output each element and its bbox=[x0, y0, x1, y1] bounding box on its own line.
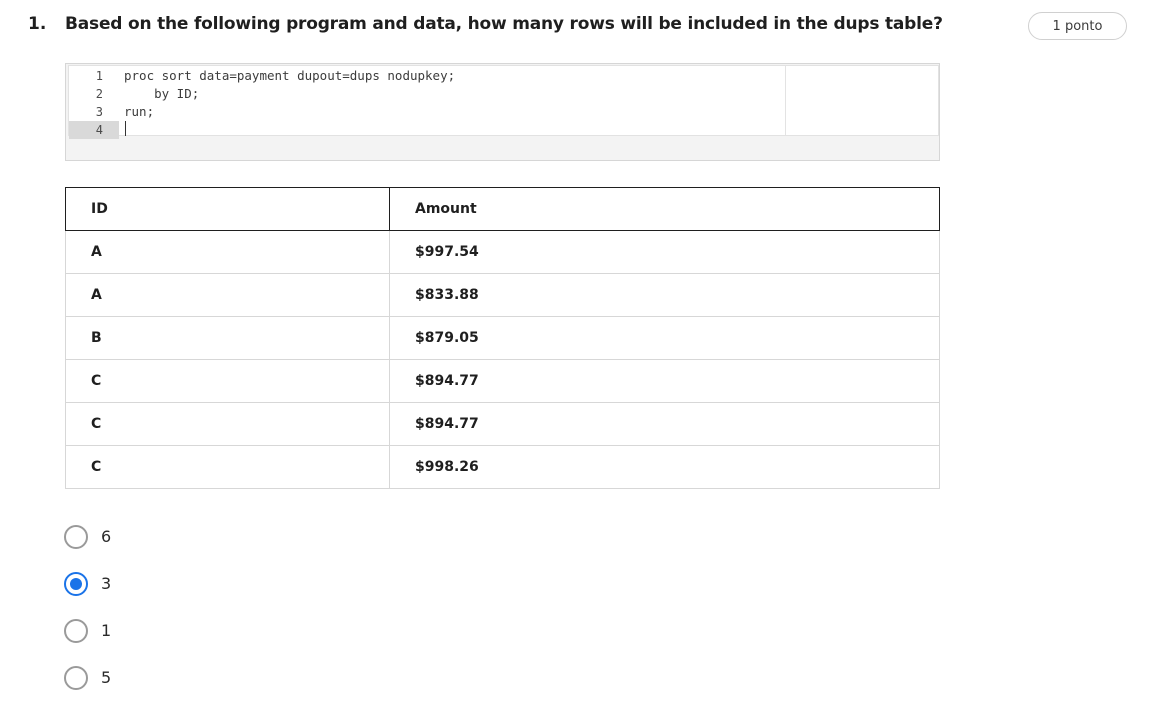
column-header-id: ID bbox=[65, 187, 390, 231]
answer-option-3[interactable]: 3 bbox=[64, 560, 111, 607]
table-row: C $998.26 bbox=[65, 445, 940, 489]
table-row: A $997.54 bbox=[65, 230, 940, 274]
cell-amount: $998.26 bbox=[389, 445, 940, 489]
cell-amount: $997.54 bbox=[389, 230, 940, 274]
data-table: ID Amount A $997.54 A $833.88 B $879.05 … bbox=[65, 187, 940, 489]
option-label: 5 bbox=[101, 668, 112, 687]
table-row: A $833.88 bbox=[65, 273, 940, 317]
cell-id: A bbox=[65, 273, 390, 317]
radio-button[interactable] bbox=[64, 665, 88, 690]
code-line: proc sort data=payment dupout=dups nodup… bbox=[124, 68, 456, 83]
option-label: 1 bbox=[101, 621, 112, 640]
answer-option-6[interactable]: 6 bbox=[64, 513, 111, 560]
line-number-gutter: 1 2 3 4 bbox=[69, 67, 119, 139]
cell-id: C bbox=[65, 402, 390, 446]
code-line bbox=[124, 121, 778, 139]
code-line: by ID; bbox=[124, 86, 200, 101]
cell-amount: $894.77 bbox=[389, 402, 940, 446]
radio-button-selected[interactable] bbox=[64, 571, 88, 596]
question-number: 1. bbox=[28, 14, 47, 34]
cell-amount: $833.88 bbox=[389, 273, 940, 317]
active-line-number: 4 bbox=[69, 121, 119, 139]
cell-id: A bbox=[65, 230, 390, 274]
cell-id: C bbox=[65, 445, 390, 489]
radio-button[interactable] bbox=[64, 524, 88, 549]
table-row: C $894.77 bbox=[65, 359, 940, 403]
points-badge: 1 ponto bbox=[1028, 12, 1127, 40]
answer-option-5[interactable]: 5 bbox=[64, 654, 111, 701]
cell-id: C bbox=[65, 359, 390, 403]
print-margin-line bbox=[785, 66, 786, 135]
cell-amount: $894.77 bbox=[389, 359, 940, 403]
table-header-row: ID Amount bbox=[65, 187, 940, 231]
text-cursor bbox=[125, 121, 126, 136]
answer-option-1[interactable]: 1 bbox=[64, 607, 111, 654]
line-number: 1 bbox=[95, 69, 103, 83]
code-line: run; bbox=[124, 104, 155, 119]
column-header-amount: Amount bbox=[389, 187, 940, 231]
radio-button[interactable] bbox=[64, 618, 88, 643]
option-label: 6 bbox=[101, 527, 112, 546]
question-text: Based on the following program and data,… bbox=[65, 14, 943, 34]
code-editor[interactable]: 1 2 3 4 proc sort data=payment dupout=du… bbox=[68, 65, 939, 139]
option-label: 3 bbox=[101, 574, 112, 593]
cell-amount: $879.05 bbox=[389, 316, 940, 360]
answer-options: 6 3 1 5 bbox=[64, 513, 111, 701]
table-row: C $894.77 bbox=[65, 402, 940, 446]
line-number: 2 bbox=[95, 87, 103, 101]
cell-id: B bbox=[65, 316, 390, 360]
code-lines: proc sort data=payment dupout=dups nodup… bbox=[124, 67, 778, 139]
code-block: 1 2 3 4 proc sort data=payment dupout=du… bbox=[65, 63, 940, 161]
table-row: B $879.05 bbox=[65, 316, 940, 360]
line-number: 3 bbox=[95, 105, 103, 119]
